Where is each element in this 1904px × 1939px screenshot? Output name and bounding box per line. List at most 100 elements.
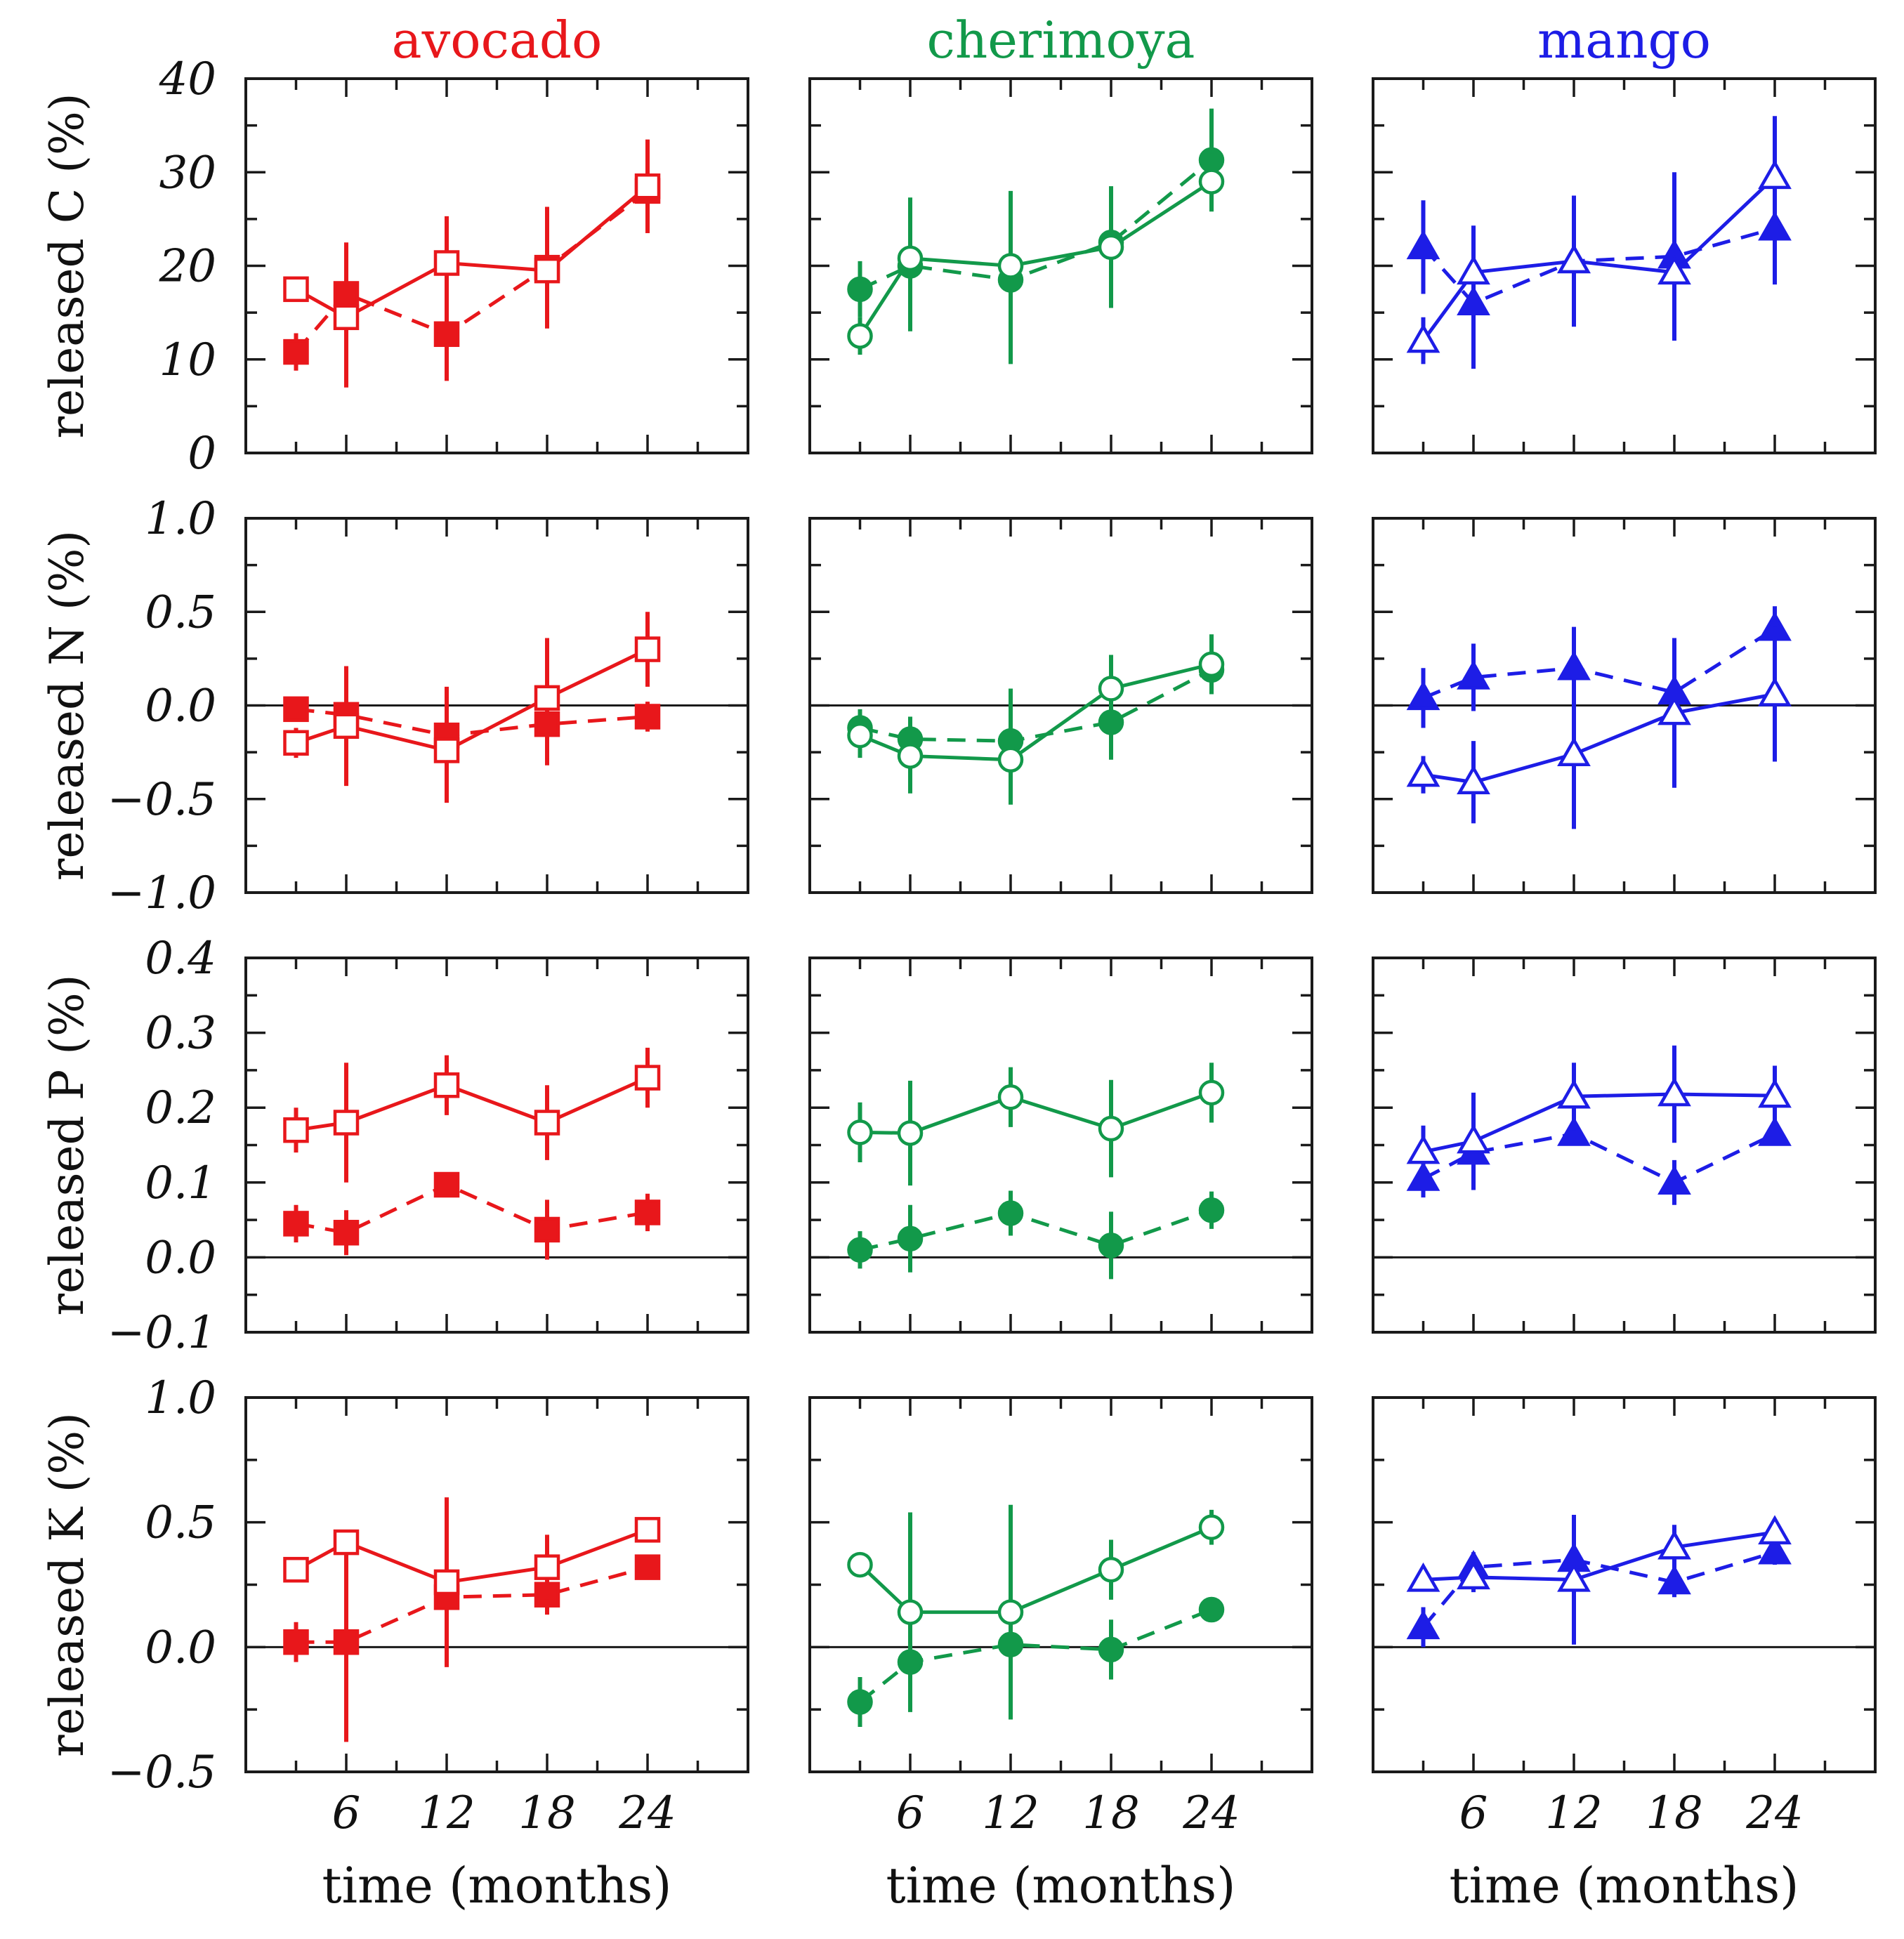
series-P-cherimoya-filled-point-1 <box>897 1225 924 1251</box>
series-C-mango-open-point-4 <box>1758 159 1792 190</box>
series-C-cherimoya-open-point-2 <box>997 253 1024 279</box>
series-N-cherimoya-open-point-0 <box>847 722 873 749</box>
series-K-cherimoya-open-line <box>858 1525 1212 1615</box>
series-C-avocado-open-point-3 <box>534 257 560 284</box>
series-C-avocado-filled-point-0 <box>283 338 309 365</box>
y-axis-label-K: released K (%) <box>40 1412 94 1757</box>
series-N-mango-open-point-3 <box>1657 695 1691 725</box>
series-K-mango-open-point-3 <box>1657 1530 1691 1560</box>
series-P-cherimoya-open-point-1 <box>897 1120 924 1146</box>
panel-N-avocado <box>244 517 749 894</box>
y-tick-label-C-1: 10 <box>159 334 216 386</box>
series-C-mango-filled-point-0 <box>1406 230 1440 260</box>
x-tick-label-cherimoya-6: 6 <box>896 1787 925 1839</box>
y-tick-label-K-3: 1.0 <box>145 1372 216 1424</box>
y-axis-label-C: released C (%) <box>40 93 94 439</box>
y-tick-label-N-1: −0.5 <box>107 774 216 826</box>
series-K-cherimoya-filled-point-0 <box>847 1689 873 1715</box>
series-K-mango-open-point-0 <box>1406 1562 1440 1592</box>
y-tick-label-K-0: −0.5 <box>107 1747 216 1799</box>
panel-N-cherimoya <box>808 517 1313 894</box>
y-tick-label-C-2: 20 <box>159 241 216 293</box>
series-C-avocado-open-point-4 <box>634 173 661 199</box>
series-C-avocado-open-point-0 <box>283 276 309 303</box>
y-tick-label-P-5: 0.4 <box>145 933 216 985</box>
y-tick-label-K-1: 0.0 <box>145 1622 216 1674</box>
series-K-avocado-open-point-4 <box>634 1517 661 1543</box>
panel-P-cherimoya-frame <box>808 957 1313 1334</box>
series-P-avocado-open-point-0 <box>283 1117 309 1143</box>
series-N-mango-filled-point-1 <box>1457 659 1490 690</box>
x-tick-label-mango-12: 12 <box>1545 1787 1602 1839</box>
series-P-avocado-filled-point-3 <box>534 1216 560 1243</box>
series-K-cherimoya-filled-point-4 <box>1198 1596 1225 1623</box>
series-P-cherimoya-filled <box>847 1190 1225 1280</box>
series-K-avocado-open-point-2 <box>433 1569 460 1596</box>
series-N-avocado-filled-point-4 <box>634 704 661 730</box>
x-tick-label-avocado-12: 12 <box>418 1787 475 1839</box>
panel-P-avocado-frame <box>244 957 749 1334</box>
series-C-cherimoya-open-point-3 <box>1098 234 1124 261</box>
series-N-avocado-open-point-0 <box>283 730 309 756</box>
series-N-cherimoya-open-point-4 <box>1198 651 1225 678</box>
series-N-avocado-open-point-2 <box>433 737 460 763</box>
series-P-mango-open <box>1406 1045 1792 1190</box>
x-tick-label-avocado-18: 18 <box>518 1787 575 1839</box>
x-tick-label-mango-6: 6 <box>1459 1787 1488 1839</box>
x-axis-label-cherimoya: time (months) <box>886 1857 1236 1914</box>
series-N-mango-open-point-4 <box>1758 676 1792 706</box>
series-K-cherimoya-filled-point-3 <box>1098 1636 1124 1663</box>
series-P-cherimoya-open-point-3 <box>1098 1115 1124 1142</box>
series-N-mango-open-point-1 <box>1457 765 1490 795</box>
series-P-avocado-open-point-1 <box>333 1110 360 1136</box>
column-title-avocado: avocado <box>392 11 603 70</box>
series-P-avocado-open-point-3 <box>534 1110 560 1136</box>
series-N-cherimoya-open-point-2 <box>997 747 1024 773</box>
y-tick-label-P-2: 0.1 <box>145 1157 216 1209</box>
series-P-mango-filled-point-4 <box>1758 1116 1792 1146</box>
series-N-avocado-open-point-4 <box>634 636 661 662</box>
series-C-avocado-open-point-1 <box>333 304 360 331</box>
series-K-avocado-filled-point-1 <box>333 1629 360 1655</box>
series-P-cherimoya-open-point-4 <box>1198 1079 1225 1106</box>
y-tick-label-C-4: 40 <box>159 53 216 105</box>
series-K-mango-filled-point-3 <box>1657 1565 1691 1595</box>
y-tick-label-N-2: 0.0 <box>145 681 216 732</box>
series-K-cherimoya-open-point-1 <box>897 1599 924 1625</box>
series-P-cherimoya-filled-point-0 <box>847 1237 873 1263</box>
series-C-mango-open-point-3 <box>1657 255 1691 285</box>
series-K-cherimoya-open-point-3 <box>1098 1556 1124 1583</box>
panel-K-cherimoya-frame <box>808 1396 1313 1773</box>
y-tick-label-P-4: 0.3 <box>145 1008 216 1060</box>
series-P-mango-open-point-3 <box>1657 1077 1691 1107</box>
series-K-cherimoya-open-point-0 <box>847 1551 873 1578</box>
series-C-cherimoya-open-point-1 <box>897 245 924 272</box>
series-K-avocado-open-point-0 <box>283 1556 309 1583</box>
x-tick-label-avocado-24: 24 <box>618 1787 676 1839</box>
x-tick-label-cherimoya-18: 18 <box>1082 1787 1139 1839</box>
panel-C-cherimoya-frame <box>808 77 1313 454</box>
series-K-mango-open-point-4 <box>1758 1515 1792 1545</box>
series-P-mango-open-point-2 <box>1557 1079 1591 1109</box>
series-P-mango-filled-point-2 <box>1557 1116 1591 1146</box>
x-tick-label-cherimoya-24: 24 <box>1182 1787 1240 1839</box>
y-tick-label-N-3: 0.5 <box>145 586 216 638</box>
series-P-avocado-filled-point-1 <box>333 1219 360 1246</box>
y-tick-label-P-0: −0.1 <box>107 1307 216 1359</box>
panel-C-cherimoya <box>808 77 1313 454</box>
y-axis-label-N: released N (%) <box>40 530 94 881</box>
series-C-avocado-open <box>283 139 661 388</box>
series-C-cherimoya-filled-point-0 <box>847 276 873 303</box>
series-K-mango-open-point-1 <box>1457 1560 1490 1590</box>
series-P-avocado-open-point-4 <box>634 1065 661 1091</box>
series-N-cherimoya-open <box>847 634 1225 805</box>
panel-K-mango <box>1372 1396 1877 1773</box>
panel-K-cherimoya <box>808 1396 1313 1773</box>
series-P-avocado-filled-point-0 <box>283 1211 309 1237</box>
series-N-avocado-filled-point-0 <box>283 696 309 723</box>
series-N-avocado-open-point-3 <box>534 685 560 711</box>
x-tick-label-cherimoya-12: 12 <box>982 1787 1039 1839</box>
column-title-mango: mango <box>1537 11 1711 70</box>
series-P-mango-filled <box>1406 1116 1792 1205</box>
